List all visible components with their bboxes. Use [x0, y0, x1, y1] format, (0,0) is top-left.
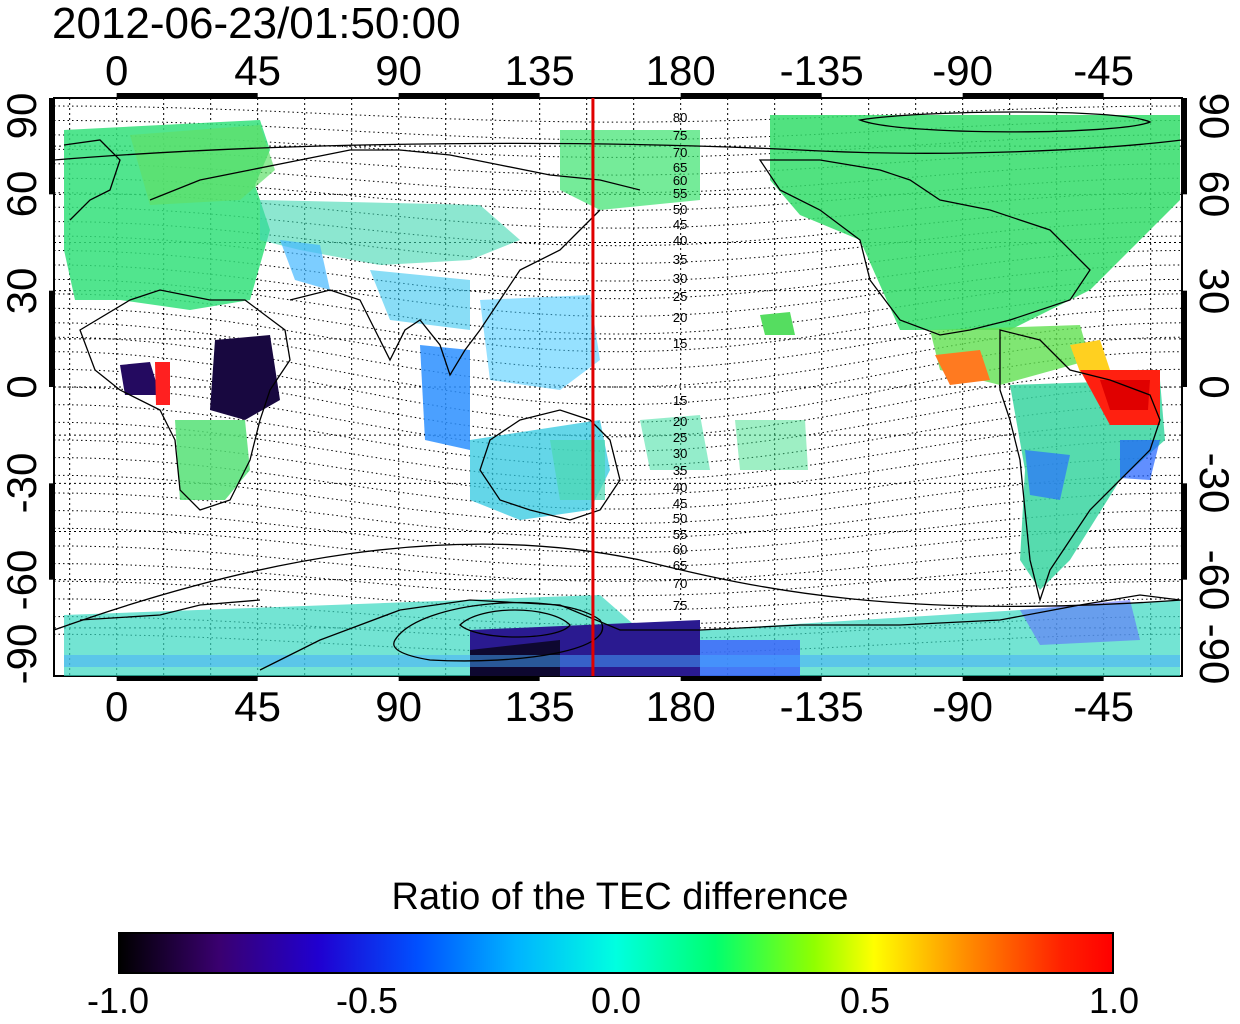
mlat-label-south: 30 [673, 446, 687, 461]
latitude-tick-right: -60 [1191, 549, 1238, 611]
latitude-tick-right: -30 [1191, 452, 1238, 514]
latitude-tick-left: 0 [0, 375, 45, 399]
longitude-tick-top: 90 [375, 47, 423, 94]
frame-tick-bar [680, 93, 822, 98]
mlat-label-north: 45 [673, 217, 687, 232]
mlat-contour [54, 439, 1182, 496]
longitude-tick-bottom: 90 [375, 683, 423, 730]
latitude-tick-left: 30 [0, 267, 45, 315]
mlat-label-north: 65 [673, 160, 687, 175]
mlat-label-south: 60 [673, 542, 687, 557]
mlat-label-north: 20 [673, 310, 687, 325]
mlat-contour [54, 322, 1182, 388]
mlat-contour [54, 580, 1182, 611]
tec-data-patches [64, 115, 1180, 676]
longitude-tick-top: -90 [932, 47, 994, 94]
colorbar-tick: -0.5 [335, 980, 399, 1021]
latitude-tick-right: 30 [1191, 267, 1238, 315]
frame-tick-bar [49, 483, 54, 580]
mlat-contour [54, 293, 1182, 353]
mlat-label-north: 30 [673, 271, 687, 286]
mlat-label-north: 35 [673, 252, 687, 267]
mlat-label-north: 15 [673, 336, 687, 351]
longitude-tick-top: 45 [234, 47, 282, 94]
colorbar-title: Ratio of the TEC difference [391, 876, 849, 918]
latitude-tick-right: 90 [1191, 92, 1238, 140]
latitude-tick-left: 90 [0, 92, 45, 140]
frame-tick-bar [398, 676, 540, 681]
latitude-tick-right: -90 [1191, 623, 1238, 685]
longitude-tick-bottom: 135 [504, 683, 575, 730]
mlat-contour [54, 307, 1182, 370]
mlat-contour [54, 404, 1182, 467]
colorbar [118, 932, 1114, 974]
frame-tick-bar [1182, 483, 1187, 580]
frame-tick-bar [1182, 290, 1187, 387]
frame-tick-bar [1182, 98, 1187, 195]
frame-tick-bar [116, 676, 258, 681]
latitude-tick-left: -60 [0, 549, 45, 611]
colorbar-tick: 0.0 [590, 980, 642, 1021]
coastlines [63, 139, 1181, 671]
colorbar-tick: 1.0 [1088, 980, 1140, 1021]
mlat-label-north: 80 [673, 110, 687, 125]
mlat-label-south: 15 [673, 393, 687, 408]
longitude-tick-top: 180 [645, 47, 716, 94]
mlat-label-north: 25 [673, 289, 687, 304]
colorbar-tick: 0.5 [839, 980, 891, 1021]
mlat-label-south: 55 [673, 527, 687, 542]
mlat-label-south: 50 [673, 511, 687, 526]
frame-tick-bar [962, 676, 1104, 681]
mlat-label-south: 75 [673, 598, 687, 613]
mlat-contour [54, 421, 1182, 481]
frame-tick-marks [49, 93, 1187, 681]
longitude-tick-bottom: 0 [104, 683, 129, 730]
longitude-tick-bottom: -135 [779, 683, 864, 730]
mlat-label-south: 35 [673, 463, 687, 478]
latitude-tick-left: -90 [0, 623, 45, 685]
frame-tick-bar [116, 93, 258, 98]
mlat-label-north: 75 [673, 128, 687, 143]
latitude-tick-left: -30 [0, 452, 45, 514]
longitude-tick-bottom: -90 [932, 683, 994, 730]
magnetic-contour-solid [54, 111, 1182, 662]
longitude-tick-top: 0 [104, 47, 129, 94]
mlat-label-north: 50 [673, 202, 687, 217]
frame-tick-bar [49, 98, 54, 195]
mlat-label-north: 40 [673, 233, 687, 248]
mlat-label-south: 40 [673, 480, 687, 495]
frame-tick-bar [962, 93, 1104, 98]
mlat-label-north: 55 [673, 186, 687, 201]
latitude-tick-left: 60 [0, 170, 45, 218]
longitude-tick-bottom: -45 [1073, 683, 1135, 730]
longitude-tick-bottom: 45 [234, 683, 282, 730]
frame-tick-bar [49, 290, 54, 387]
mlat-label-south: 25 [673, 430, 687, 445]
mlat-label-south: 65 [673, 558, 687, 573]
frame-tick-bar [398, 93, 540, 98]
mlat-label-north: 60 [673, 173, 687, 188]
longitude-tick-top: 135 [504, 47, 575, 94]
mlat-contour [54, 457, 1182, 510]
mlat-label-south: 70 [673, 576, 687, 591]
longitude-tick-top: -45 [1073, 47, 1135, 94]
colorbar-tick: -1.0 [86, 980, 150, 1021]
magnetic-latitude-labels: 8075706560555045403530252015152025303540… [673, 110, 687, 613]
timestamp-title: 2012-06-23/01:50:00 [52, 0, 461, 48]
latitude-tick-right: 0 [1191, 375, 1238, 399]
mlat-contour [54, 105, 1182, 123]
latitude-tick-right: 60 [1191, 170, 1238, 218]
longitude-tick-top: -135 [779, 47, 864, 94]
mlat-label-south: 20 [673, 414, 687, 429]
mlat-label-north: 70 [673, 145, 687, 160]
frame-tick-bar [680, 676, 822, 681]
mlat-contour [54, 598, 1182, 626]
longitude-tick-bottom: 180 [645, 683, 716, 730]
mlat-label-south: 45 [673, 496, 687, 511]
mlat-contour [54, 386, 1182, 452]
